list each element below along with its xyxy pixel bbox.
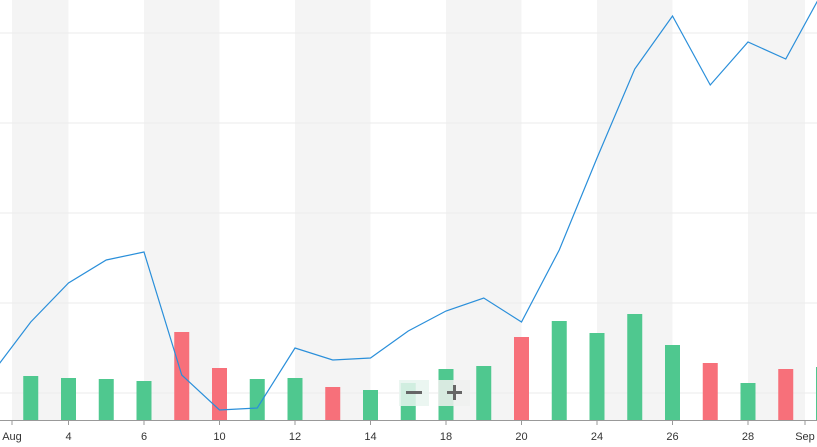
x-tick-label: 26 bbox=[666, 431, 678, 443]
x-tick-label: 18 bbox=[440, 431, 452, 443]
volume-bar bbox=[665, 345, 680, 420]
marks bbox=[0, 0, 817, 420]
volume-bar bbox=[98, 379, 114, 420]
price-line bbox=[0, 0, 817, 411]
zoom-in-button[interactable] bbox=[438, 380, 470, 406]
volume-bar bbox=[249, 379, 265, 420]
x-tick-label: 20 bbox=[515, 431, 527, 443]
x-tick-label: 24 bbox=[591, 431, 603, 443]
background-band bbox=[748, 0, 805, 420]
x-tick-label: 12 bbox=[289, 431, 301, 443]
x-tick-label: 4 bbox=[65, 431, 71, 443]
zoom-out-icon[interactable] bbox=[406, 391, 422, 394]
background-band bbox=[295, 0, 371, 420]
volume-bar bbox=[212, 368, 227, 420]
x-tick-label: 10 bbox=[213, 431, 225, 443]
x-tick-label: Sep bbox=[795, 431, 815, 443]
x-axis: Aug 4 6 10 12 14 18 20 24 26 28 Sep bbox=[2, 420, 815, 443]
zoom-out-button[interactable] bbox=[399, 380, 429, 406]
volume-bar bbox=[514, 337, 529, 420]
volume-bar bbox=[702, 363, 718, 420]
volume-bar bbox=[325, 387, 341, 420]
volume-bar bbox=[627, 314, 643, 420]
background-band bbox=[446, 0, 522, 420]
volume-bar bbox=[551, 321, 567, 420]
background-band bbox=[12, 0, 69, 420]
x-tick-label: 6 bbox=[141, 431, 147, 443]
volume-bar bbox=[287, 378, 303, 420]
volume-bar bbox=[136, 381, 152, 420]
grid bbox=[0, 32, 817, 394]
background-bands bbox=[12, 0, 805, 420]
x-tick-label: 28 bbox=[742, 431, 754, 443]
volume-bar bbox=[174, 332, 190, 420]
volume-bar bbox=[61, 378, 76, 420]
volume-bar bbox=[778, 369, 794, 420]
volume-bar bbox=[740, 383, 756, 420]
volume-bar bbox=[363, 390, 378, 420]
zoom-in-icon[interactable] bbox=[453, 385, 456, 400]
volume-bar bbox=[476, 366, 492, 420]
x-tick-label: Aug bbox=[2, 431, 22, 443]
volume-bar bbox=[589, 333, 605, 420]
x-tick-label: 14 bbox=[364, 431, 376, 443]
volume-bar bbox=[23, 376, 39, 420]
